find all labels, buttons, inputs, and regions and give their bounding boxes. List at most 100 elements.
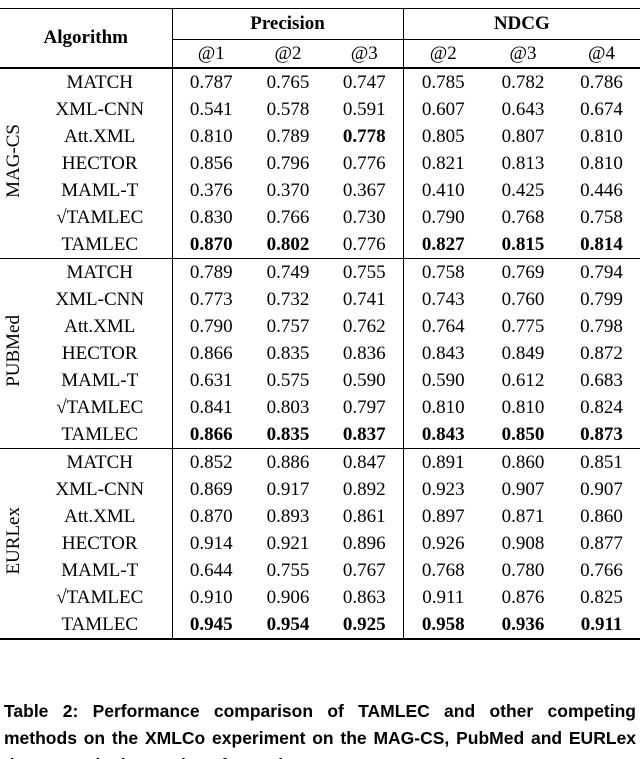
value-cell: 0.877 (580, 532, 623, 554)
data-row: MAML-T 0.376 0.370 0.367 0.410 0.425 0.446 (0, 177, 640, 204)
value-cell: 0.803 (266, 396, 310, 418)
value-cell: 0.876 (501, 586, 545, 608)
value-cell: 0.425 (501, 179, 545, 201)
value-cell: 0.785 (421, 71, 465, 93)
value-cell: 0.911 (563, 611, 640, 640)
value-cell: 0.798 (580, 315, 623, 337)
data-row: Att.XML 0.790 0.757 0.762 0.764 0.775 0.798 (0, 313, 640, 340)
value-cell: 0.799 (580, 288, 623, 310)
value-cell: 0.821 (421, 152, 465, 174)
value-cell: 0.893 (266, 505, 310, 527)
value-cell: 0.764 (421, 315, 465, 337)
value-cell: 0.870 (189, 505, 233, 527)
dataset-cell: EURLex (0, 448, 28, 640)
value-cell: 0.683 (580, 369, 623, 391)
data-row: √TAMLEC 0.830 0.766 0.730 0.790 0.768 0.758 (0, 204, 640, 231)
algorithm-cell: MAML-T (28, 367, 173, 394)
value-cell: 0.612 (501, 369, 545, 391)
value-cell: 0.851 (580, 451, 623, 473)
algorithm-cell: HECTOR (28, 530, 173, 557)
value-cell: 0.755 (326, 258, 404, 286)
value-cell: 0.813 (501, 152, 545, 174)
value-cell: 0.914 (189, 532, 233, 554)
data-row: Att.XML 0.810 0.789 0.778 0.805 0.807 0.810 (0, 123, 640, 150)
value-cell: 0.827 (403, 231, 484, 259)
value-cell: 0.807 (501, 125, 545, 147)
value-cell: 0.802 (250, 231, 326, 259)
data-row: √TAMLEC 0.910 0.906 0.863 0.911 0.876 0.825 (0, 584, 640, 611)
algorithm-cell: √TAMLEC (28, 204, 173, 231)
data-row: √TAMLEC 0.841 0.803 0.797 0.810 0.810 0.824 (0, 394, 640, 421)
value-cell: 0.766 (580, 559, 623, 581)
algorithm-header: Algorithm (0, 8, 173, 69)
value-cell: 0.747 (326, 68, 404, 96)
algorithm-cell: MATCH (28, 258, 173, 286)
value-cell: 0.367 (326, 177, 404, 204)
data-row: HECTOR 0.866 0.835 0.836 0.843 0.849 0.872 (0, 340, 640, 367)
data-row: TAMLEC 0.870 0.802 0.776 0.827 0.815 0.814 (0, 231, 640, 259)
data-row: PUBMed MATCH 0.789 0.749 0.755 0.758 0.769 0.79… (0, 258, 640, 449)
data-row: TAMLEC 0.945 0.954 0.925 0.958 0.936 0.911 (0, 611, 640, 640)
value-cell: 0.923 (421, 478, 465, 500)
value-cell: 0.790 (189, 315, 233, 337)
value-cell: 0.873 (563, 421, 640, 449)
value-cell: 0.926 (421, 532, 465, 554)
value-cell: 0.782 (501, 71, 545, 93)
value-cell: 0.789 (266, 125, 310, 147)
group-header: Precision (172, 8, 404, 40)
value-cell: 0.778 (326, 123, 404, 150)
data-row: XML-CNN 0.541 0.578 0.591 0.607 0.643 0.674 (0, 96, 640, 123)
value-cell: 0.852 (189, 451, 233, 473)
group-header: NDCG (403, 8, 640, 40)
value-cell: 0.767 (326, 557, 404, 584)
value-cell: 0.789 (189, 261, 233, 283)
value-cell: 0.810 (580, 152, 623, 174)
value-cell: 0.849 (501, 342, 545, 364)
algorithm-cell: XML-CNN (28, 476, 173, 503)
value-cell: 0.810 (501, 396, 545, 418)
value-cell: 0.843 (403, 421, 484, 449)
algorithm-cell: MATCH (28, 68, 173, 96)
algorithm-cell: XML-CNN (28, 96, 173, 123)
value-cell: 0.780 (501, 559, 545, 581)
value-cell: 0.643 (501, 98, 545, 120)
value-cell: 0.954 (250, 611, 326, 640)
column-header: @1 (172, 39, 250, 69)
value-cell: 0.776 (326, 231, 404, 259)
value-cell: 0.786 (580, 71, 623, 93)
value-cell: 0.758 (580, 206, 623, 228)
value-cell: 0.824 (580, 396, 623, 418)
value-cell: 0.805 (421, 125, 465, 147)
value-cell: 0.835 (266, 342, 310, 364)
algorithm-cell: Att.XML (28, 123, 173, 150)
value-cell: 0.730 (326, 204, 404, 231)
data-row: EURLex MATCH 0.852 0.886 0.847 0.891 0.860 0.85… (0, 448, 640, 640)
column-header: @3 (483, 39, 564, 69)
value-cell: 0.732 (266, 288, 310, 310)
value-cell: 0.936 (483, 611, 564, 640)
algorithm-cell: HECTOR (28, 150, 173, 177)
value-cell: 0.835 (250, 421, 326, 449)
value-cell: 0.917 (266, 478, 310, 500)
value-cell: 0.945 (172, 611, 250, 640)
value-cell: 0.446 (580, 179, 623, 201)
value-cell: 0.815 (483, 231, 564, 259)
value-cell: 0.897 (421, 505, 465, 527)
value-cell: 0.830 (189, 206, 233, 228)
value-cell: 0.741 (326, 286, 404, 313)
dataset-cell: PUBMed (0, 258, 28, 449)
dataset-label: PUBMed (3, 314, 24, 387)
value-cell: 0.755 (266, 559, 310, 581)
algorithm-cell: MAML-T (28, 177, 173, 204)
data-row: XML-CNN 0.773 0.732 0.741 0.743 0.760 0.799 (0, 286, 640, 313)
value-cell: 0.790 (421, 206, 465, 228)
value-cell: 0.906 (266, 586, 310, 608)
algorithm-cell: HECTOR (28, 340, 173, 367)
value-cell: 0.773 (189, 288, 233, 310)
value-cell: 0.810 (189, 125, 233, 147)
value-cell: 0.896 (326, 530, 404, 557)
value-cell: 0.575 (266, 369, 310, 391)
value-cell: 0.825 (580, 586, 623, 608)
column-header: @2 (403, 39, 484, 69)
